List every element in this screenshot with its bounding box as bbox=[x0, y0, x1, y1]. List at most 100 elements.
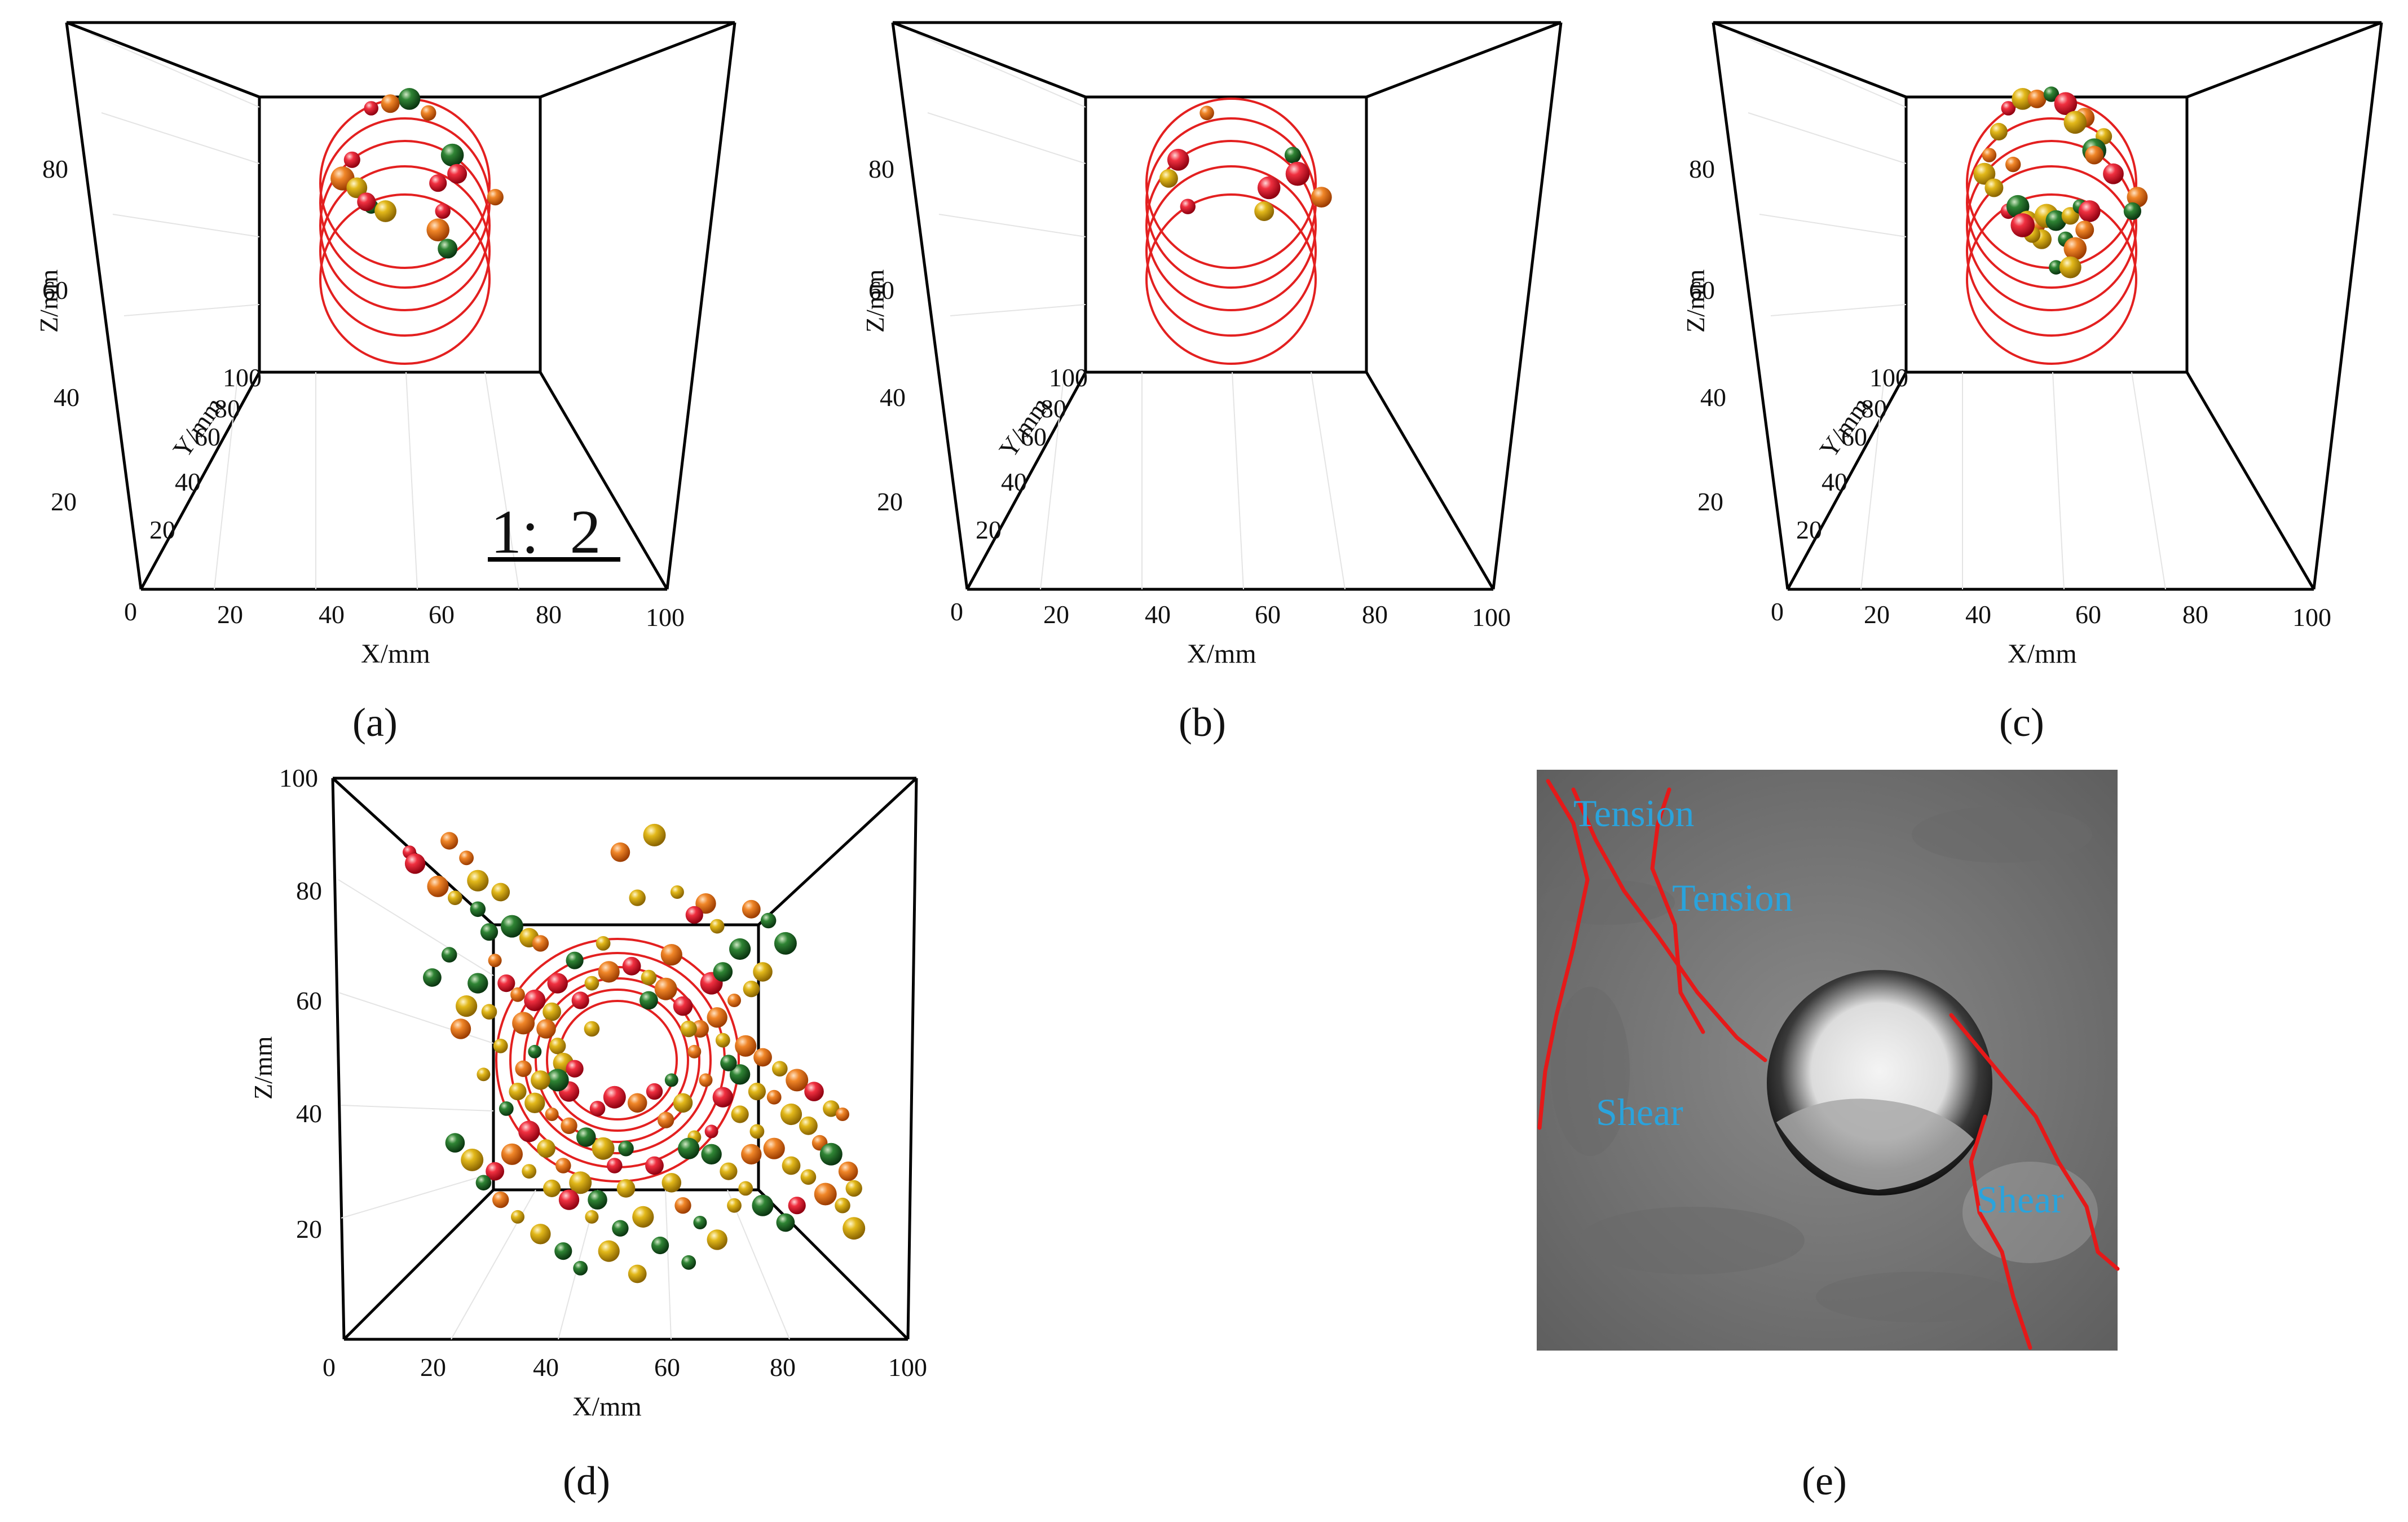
ae-event-point bbox=[786, 1069, 809, 1092]
panel-b-ztick: 60 bbox=[868, 276, 894, 305]
ae-event-point bbox=[1257, 176, 1281, 200]
panel-a-zlabel-title: Z/mm bbox=[34, 269, 63, 333]
ae-event-point bbox=[423, 968, 442, 987]
panel-d-zlabel-title: Z/mm bbox=[249, 1036, 277, 1100]
ae-event-point bbox=[569, 1171, 592, 1194]
ae-event-point bbox=[450, 1018, 471, 1039]
ae-event-point bbox=[2054, 92, 2078, 115]
ae-event-point bbox=[1311, 187, 1332, 208]
ae-event-point bbox=[800, 1169, 817, 1185]
ae-event-point bbox=[622, 956, 641, 976]
panel-a-ztick: 40 bbox=[54, 383, 80, 412]
panel-c-ytick: 40 bbox=[1822, 467, 1847, 496]
ae-event-point bbox=[643, 823, 666, 846]
photo-annotation-tension-2: Tension bbox=[1672, 876, 1793, 919]
ae-event-point bbox=[2085, 145, 2104, 165]
ae-event-point bbox=[804, 1082, 824, 1101]
ae-event-point bbox=[468, 973, 488, 994]
panel-a-ztick: 80 bbox=[42, 155, 68, 183]
ae-event-point bbox=[571, 991, 589, 1009]
ae-event-point bbox=[2075, 220, 2094, 240]
ae-event-point bbox=[1180, 198, 1196, 214]
ae-event-point bbox=[343, 151, 360, 168]
ae-event-point bbox=[566, 951, 584, 969]
ae-event-point bbox=[731, 1105, 749, 1123]
panel-b-ztick: 80 bbox=[868, 155, 894, 183]
ae-event-point bbox=[627, 1093, 647, 1113]
panel-e-photo: Tension Tension Shear Shear (e) bbox=[1537, 770, 2120, 1503]
panel-b-events bbox=[1159, 105, 1332, 221]
ae-event-point bbox=[720, 1055, 737, 1071]
panel-c-xlabel: X/mm bbox=[2008, 639, 2077, 669]
ae-event-point bbox=[838, 1161, 858, 1181]
ae-event-point bbox=[835, 1197, 850, 1214]
panel-a-ytick: 20 bbox=[149, 515, 175, 544]
ae-event-point bbox=[477, 1067, 491, 1082]
ae-event-point bbox=[1973, 162, 1996, 185]
ae-event-point bbox=[729, 1064, 751, 1085]
panel-b-ztick: 40 bbox=[880, 383, 906, 412]
panel-b-xtick: 60 bbox=[1255, 600, 1281, 629]
ae-event-point bbox=[2078, 200, 2101, 222]
panel-b-ytick: 20 bbox=[976, 515, 1002, 544]
ae-event-point bbox=[819, 1142, 843, 1166]
ae-event-point bbox=[753, 1048, 772, 1067]
ae-event-point bbox=[427, 875, 449, 897]
panel-b-rings bbox=[1145, 98, 1317, 365]
ae-event-point bbox=[438, 239, 458, 259]
panel-b-grid bbox=[916, 33, 1346, 590]
ae-event-point bbox=[743, 981, 760, 998]
ae-event-point bbox=[660, 944, 682, 966]
ae-event-point bbox=[1990, 122, 2008, 141]
panel-b-ytick: 60 bbox=[1021, 422, 1047, 451]
ae-event-point bbox=[536, 1019, 556, 1039]
panel-d-xtick: 20 bbox=[420, 1353, 446, 1382]
ae-event-point bbox=[2127, 187, 2148, 208]
ae-event-point bbox=[566, 1060, 584, 1078]
ae-event-point bbox=[592, 1137, 615, 1160]
ae-event-point bbox=[448, 890, 462, 905]
ae-event-point bbox=[576, 1127, 596, 1147]
ae-event-point bbox=[1285, 161, 1310, 186]
panel-c-events bbox=[1973, 86, 2148, 279]
ae-event-point bbox=[735, 1035, 757, 1057]
ae-event-point bbox=[742, 899, 761, 919]
panel-a-xlabel: X/mm bbox=[361, 639, 430, 669]
panel-b-zlabel-title: Z/mm bbox=[861, 269, 889, 333]
ae-event-point bbox=[836, 1108, 849, 1121]
panel-c-ytick: 20 bbox=[1796, 515, 1822, 544]
panel-c-ytick: 100 bbox=[1869, 363, 1908, 392]
panel-a-ytick: 60 bbox=[195, 422, 220, 451]
ae-event-point bbox=[664, 1073, 678, 1087]
panel-a-grid bbox=[90, 33, 519, 590]
panel-c-xtick: 20 bbox=[1864, 600, 1890, 629]
ae-event-point bbox=[695, 893, 716, 914]
panel-c-xtick: 0 bbox=[1771, 597, 1784, 626]
ae-event-point bbox=[776, 1213, 795, 1232]
ae-event-point bbox=[522, 1164, 537, 1179]
ae-event-point bbox=[715, 1033, 730, 1048]
panel-d-xtick: 0 bbox=[323, 1353, 336, 1382]
ae-event-point bbox=[749, 1124, 765, 1139]
ae-event-point bbox=[381, 94, 400, 113]
panel-a-ytick: 40 bbox=[175, 467, 201, 496]
photo-annotation-shear-2: Shear bbox=[1977, 1178, 2064, 1221]
panel-b-xtick: 100 bbox=[1472, 603, 1511, 632]
ae-event-point bbox=[618, 1140, 634, 1157]
panel-c-ztick: 80 bbox=[1689, 155, 1715, 183]
ae-event-point bbox=[612, 1220, 629, 1237]
ae-event-point bbox=[687, 1044, 702, 1058]
ae-event-point bbox=[1199, 105, 1214, 121]
panel-d-ztick: 80 bbox=[296, 876, 322, 905]
ae-event-point bbox=[488, 954, 502, 968]
ae-event-point bbox=[2010, 213, 2035, 237]
ae-event-point bbox=[584, 1021, 600, 1037]
ae-event-point bbox=[628, 1264, 647, 1283]
ae-event-point bbox=[470, 901, 486, 917]
ae-event-point bbox=[707, 1229, 727, 1250]
ae-event-point bbox=[641, 969, 657, 986]
ae-event-point bbox=[707, 1007, 727, 1028]
ae-event-point bbox=[554, 1242, 572, 1260]
panel-b-xtick: 0 bbox=[950, 597, 963, 626]
